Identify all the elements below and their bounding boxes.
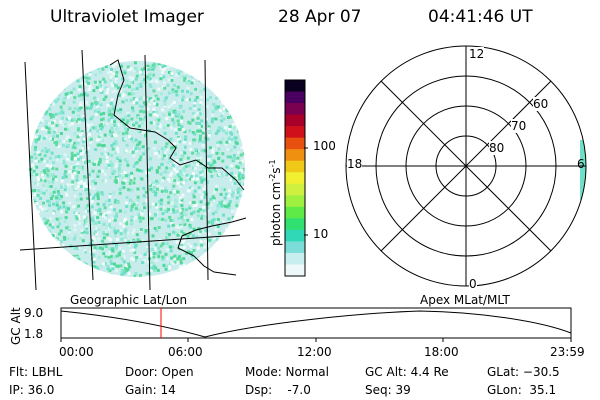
polar-label-18: 18 [347, 157, 363, 171]
polar-grid [345, 45, 587, 287]
seq-readout: Seq: 39 [365, 383, 411, 397]
colorbar-tick-10: 10 [313, 227, 329, 241]
timeline-ylabel: GC Alt [9, 307, 23, 345]
timeline-ytick-top: 9.0 [24, 306, 44, 320]
colorbar-tick-100: 100 [313, 139, 336, 153]
projection-label-geographic: Geographic Lat/Lon [70, 293, 188, 307]
glon-readout: GLon: 35.1 [487, 383, 557, 397]
gc-alt-readout: GC Alt: 4.4 Re [365, 365, 449, 379]
uv-image-panel [19, 49, 247, 290]
orbit-timeline [60, 307, 572, 342]
projection-label-apex: Apex MLat/MLT [420, 293, 510, 307]
gain-readout: Gain: 14 [125, 383, 176, 397]
timeline-xtick-0600: 06:00 [168, 345, 203, 359]
polar-ring-60: 60 [533, 97, 549, 111]
polar-label-12: 12 [469, 47, 485, 61]
geographic-grid [19, 49, 247, 290]
timeline-xtick-0000: 00:00 [59, 345, 94, 359]
colorbar [284, 79, 308, 277]
polar-plot [345, 45, 587, 287]
dsp-readout: Dsp: -7.0 [245, 383, 311, 397]
polar-label-0: 0 [469, 277, 477, 291]
app-title: Ultraviolet Imager [50, 7, 204, 27]
ip-readout: IP: 36.0 [9, 383, 55, 397]
time-readout: 04:41:46 UT [428, 7, 533, 27]
glat-readout: GLat: −30.5 [487, 365, 560, 379]
timeline-xtick-1200: 12:00 [297, 345, 332, 359]
timeline-ytick-bottom: 1.8 [24, 327, 44, 341]
colorbar-gradient [285, 80, 305, 277]
date-readout: 28 Apr 07 [278, 7, 362, 27]
filter-readout: Flt: LBHL [9, 365, 63, 379]
orbit-altitude-curve [60, 310, 572, 338]
timeline-xtick-1800: 18:00 [424, 345, 459, 359]
polar-label-6: 6 [577, 157, 585, 171]
polar-emission-edge [580, 140, 586, 200]
door-readout: Door: Open [125, 365, 194, 379]
colorbar-unit-label: photon cm-2s-1 [268, 159, 283, 246]
polar-ring-80: 80 [489, 141, 505, 155]
polar-ring-70: 70 [511, 119, 527, 133]
timeline-xtick-2359: 23:59 [550, 345, 585, 359]
mode-readout: Mode: Normal [245, 365, 329, 379]
